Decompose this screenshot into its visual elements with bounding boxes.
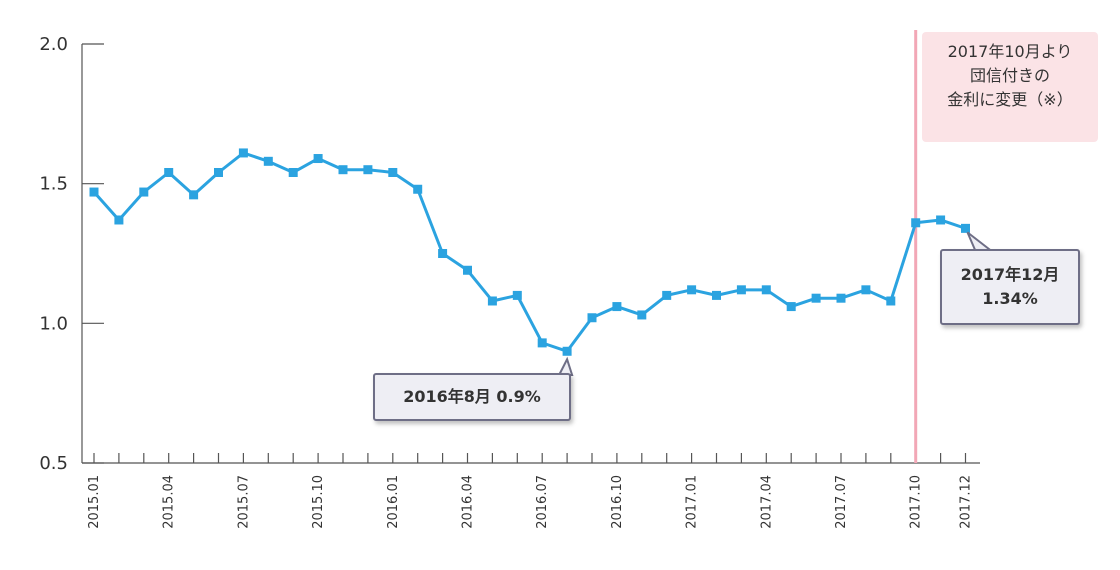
note-line-3: 金利に変更（※） [947,90,1073,109]
y-tick-label: 0.5 [39,453,68,474]
data-point [961,223,970,233]
data-point [288,167,298,177]
data-point [761,285,771,295]
x-tick-label: 2016.07 [535,475,550,529]
data-point [487,296,497,306]
data-point [811,293,821,303]
data-point [238,148,248,158]
callout-last-line-2: 1.34% [982,289,1038,308]
data-point [712,290,721,300]
chart-axes: 0.5 1.0 1.5 2.0 2015.01 2015.04 2015.07 2015.10… [39,34,980,529]
data-point [886,296,896,306]
data-point [537,338,547,348]
data-point [936,215,946,225]
x-tick-label: 2016.01 [386,475,401,529]
series-line [92,151,966,353]
x-tick-label: 2016.04 [461,475,476,529]
x-tick-label: 2017.07 [834,475,849,529]
data-point [189,190,199,200]
note-line-2: 団信付きの [969,66,1050,85]
x-tick-label: 2015.10 [311,475,326,529]
data-point [637,310,647,320]
data-point [512,290,522,300]
data-point [214,167,223,177]
data-point [263,156,273,166]
data-point [313,154,323,164]
callout-last-line-1: 2017年12月 [960,265,1060,284]
callout-min-text: 2016年8月 0.9% [403,387,541,406]
callout-min: 2016年8月 0.9% [373,373,571,421]
data-point [836,293,846,303]
data-point [89,187,99,197]
x-tick-label: 2015.01 [87,475,102,529]
data-point [413,184,423,194]
y-tick-label: 1.0 [39,313,68,334]
data-point [388,167,398,177]
data-point [562,346,572,356]
data-point [438,249,448,258]
x-tick-label: 2017.12 [959,475,974,529]
data-point [363,165,373,175]
y-tick-label: 1.5 [39,174,68,195]
x-tick-label: 2015.07 [236,475,251,529]
data-point [164,167,174,177]
x-tick-label: 2015.04 [162,475,177,529]
x-tick-label: 2017.10 [909,475,924,529]
data-point [338,165,348,175]
data-point [612,302,622,312]
note-box: 2017年10月より 団信付きの 金利に変更（※） [922,32,1098,142]
callout-pointers [557,231,995,376]
note-line-1: 2017年10月より [947,42,1073,61]
y-tick-label: 2.0 [39,34,68,55]
data-point [861,285,871,295]
data-point [587,313,597,323]
x-tick-label: 2017.01 [685,475,700,529]
x-tick-label: 2017.04 [759,475,774,529]
data-point [736,285,746,295]
data-point [911,218,921,228]
data-point [786,302,796,312]
data-point [463,265,472,275]
data-point [114,215,124,225]
data-point [662,290,672,300]
data-point [139,187,149,197]
data-point [687,285,697,295]
series-layer [89,148,970,356]
callout-last: 2017年12月 1.34% [940,249,1080,325]
x-tick-label: 2016.10 [610,475,625,529]
